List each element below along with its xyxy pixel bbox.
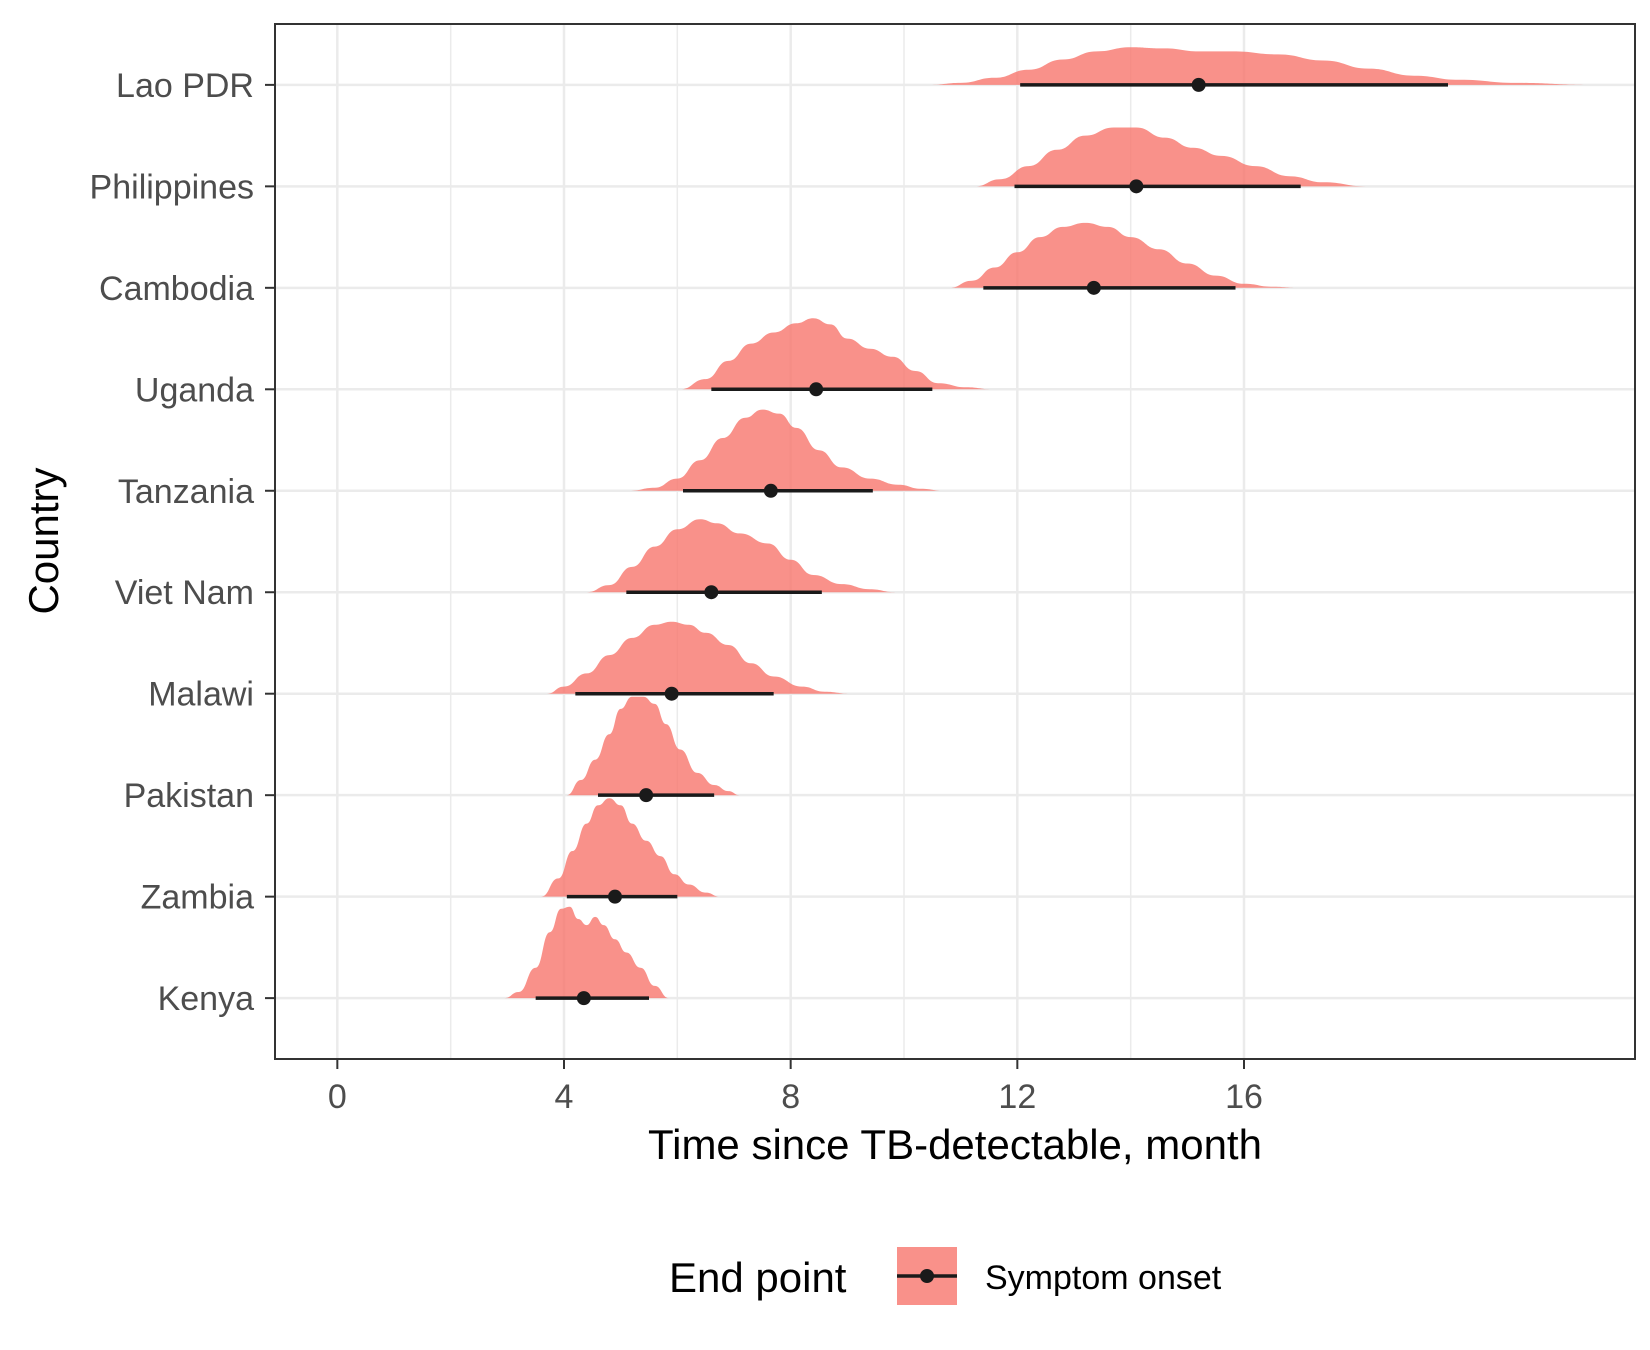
median-point-lao-pdr	[1191, 77, 1206, 92]
plot-panel-border	[274, 23, 1636, 1060]
median-point-tanzania	[763, 483, 778, 498]
density-ridge-kenya	[504, 906, 669, 999]
density-ridge-viet-nam	[586, 519, 896, 593]
density-ridge-zambia	[541, 798, 720, 897]
y-tick-label: Pakistan	[124, 777, 254, 815]
density-ridge-cambodia	[949, 222, 1298, 288]
y-axis-title: Country	[20, 467, 67, 614]
y-tick-label: Kenya	[158, 980, 254, 1018]
plot-panel-background	[275, 24, 1635, 1059]
median-point-cambodia	[1086, 280, 1101, 295]
legend-title: End point	[669, 1254, 847, 1301]
median-point-viet-nam	[704, 585, 719, 600]
y-tick-label: Lao PDR	[116, 67, 254, 105]
x-tick-label: 0	[328, 1078, 347, 1116]
median-point-philippines	[1129, 179, 1144, 194]
x-tick-label: 8	[781, 1078, 800, 1116]
y-tick-label: Cambodia	[99, 270, 254, 308]
density-ridge-tanzania	[629, 409, 944, 491]
median-point-uganda	[809, 382, 824, 397]
x-tick-label: 16	[1225, 1078, 1263, 1116]
y-tick-label: Tanzania	[118, 473, 254, 511]
legend-label-symptom-onset: Symptom onset	[985, 1259, 1222, 1297]
density-ridge-malawi	[547, 621, 851, 694]
y-tick-label: Viet Nam	[115, 574, 254, 612]
legend: End point Symptom onset	[669, 1247, 1222, 1305]
density-ridge-philippines	[974, 127, 1366, 187]
y-tick-label: Zambia	[141, 879, 254, 917]
density-ridges	[504, 47, 1590, 1006]
grid-lines	[275, 24, 1635, 1059]
x-tick-label: 12	[998, 1078, 1036, 1116]
y-axis: Kenya Zambia Pakistan Malawi Viet Nam Tanzani…	[90, 67, 275, 1018]
density-ridge-uganda	[680, 318, 992, 390]
median-point-zambia	[608, 889, 622, 904]
y-tick-label: Philippines	[90, 168, 254, 206]
legend-key-median-point	[920, 1269, 934, 1283]
x-axis: 0 4 8 12 16	[328, 1059, 1263, 1116]
median-point-kenya	[576, 991, 591, 1006]
median-point-malawi	[664, 686, 679, 701]
density-ridge-pakistan	[566, 696, 740, 796]
x-tick-label: 4	[555, 1078, 574, 1116]
x-axis-title: Time since TB-detectable, month	[648, 1121, 1262, 1168]
median-point-pakistan	[639, 788, 654, 803]
density-ridge-lao-pdr	[929, 47, 1590, 85]
y-tick-label: Malawi	[148, 676, 254, 714]
y-tick-label: Uganda	[135, 371, 254, 409]
